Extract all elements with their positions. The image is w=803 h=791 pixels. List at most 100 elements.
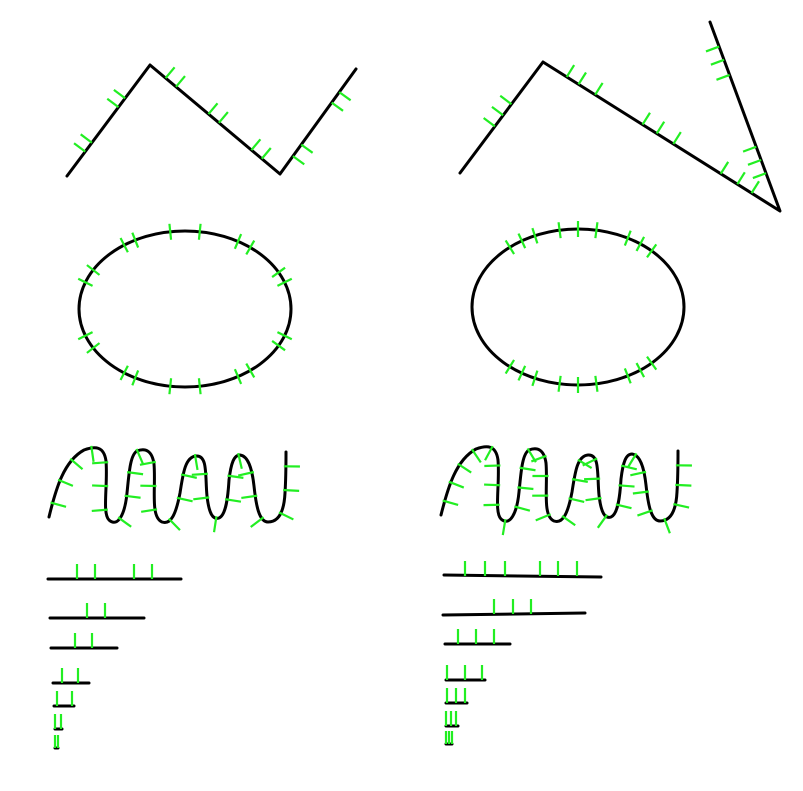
ellipse-right-tick-5	[517, 233, 527, 249]
spring-left-tick-1	[50, 501, 67, 508]
spring-right-tick-34	[673, 502, 690, 509]
ellipse-left-tick-14	[271, 340, 286, 352]
ellipse-right-tick-9	[646, 243, 658, 259]
ladder-right-rung-1	[442, 573, 603, 579]
ellipse-right-tick-13	[557, 375, 562, 392]
zigzag-left-seg2-tick-6	[260, 147, 272, 160]
zigzag-left-seg3-tick-1	[292, 155, 305, 166]
ellipse-right-tick-1	[557, 222, 562, 239]
ellipse-left-group	[77, 229, 293, 389]
spring-left-tick-29	[283, 488, 300, 492]
spring-left-tick-21	[212, 516, 218, 533]
spring-left-tick-24	[237, 452, 243, 470]
zigzag-left-seg1-tick-3	[106, 97, 120, 109]
ellipse-right-tick-17	[635, 362, 646, 378]
spring-left-tick-8	[117, 516, 132, 528]
spring-left-tick-15	[167, 517, 181, 531]
spring-left-tick-16	[176, 496, 193, 503]
spring-left-tick-23	[227, 474, 244, 479]
zigzag-right-seg3-tick-3	[742, 145, 757, 153]
ellipse-right-tick-6	[531, 227, 539, 244]
zigzag-right-seg3-tick-5	[710, 58, 725, 66]
zigzag-right-seg2-tick-8	[736, 171, 746, 185]
ellipse-right-tick-10	[504, 359, 516, 375]
zigzag-right-seg1-tick-3	[499, 94, 513, 106]
ellipse-left-tick-6	[245, 240, 256, 256]
spring-left-tick-5	[92, 461, 109, 465]
spring-right-tick-12	[519, 466, 536, 472]
zigzag-right-seg3-tick-2	[747, 158, 762, 166]
spring-right-tick-9	[501, 518, 507, 536]
ellipse-left-path	[77, 229, 293, 389]
spring-left-tick-22	[224, 498, 242, 503]
spring-right-tick-3	[457, 462, 472, 474]
spring-left-tick-11	[135, 448, 144, 465]
spring-left-tick-14	[141, 508, 158, 513]
zigzag-right-seg1-tick-2	[491, 106, 504, 117]
ellipse-left-tick-1	[168, 223, 173, 240]
spring-left-path	[47, 446, 288, 524]
spring-right-tick-2	[448, 480, 465, 489]
spring-right-tick-11	[517, 486, 534, 491]
spring-left-tick-28	[278, 511, 294, 521]
zigzag-left-seg1-tick-1	[73, 142, 86, 153]
ellipse-left-tick-3	[119, 237, 129, 253]
ellipse-right-tick-18	[646, 355, 658, 371]
ellipse-right-tick-7	[623, 230, 632, 246]
spring-right-tick-33	[663, 517, 671, 534]
spring-right-tick-20	[571, 478, 588, 484]
zigzag-right-seg2-tick-2	[577, 71, 587, 85]
ellipse-left-tick-2	[197, 223, 202, 240]
ellipse-left-tick-10	[276, 277, 293, 287]
spring-left-tick-26	[241, 494, 258, 500]
zigzag-left-path	[65, 63, 358, 178]
ellipse-left-tick-19	[197, 378, 202, 395]
spring-left-tick-27	[250, 516, 265, 528]
spring-left-tick-20	[193, 496, 210, 501]
ellipse-left-tick-17	[245, 362, 256, 378]
ellipse-right-tick-16	[623, 368, 632, 384]
spring-left-tick-18	[193, 453, 199, 471]
ellipse-right-tick-11	[517, 365, 527, 381]
spring-right-tick-18	[561, 515, 576, 527]
spring-right-tick-10	[514, 505, 531, 512]
spring-right-tick-26	[615, 503, 632, 510]
zigzag-right-seg2-tick-4	[641, 112, 651, 126]
zigzag-left-group	[65, 63, 358, 178]
zigzag-left-seg1-tick-2	[80, 133, 93, 144]
spring-left-tick-2	[57, 478, 74, 487]
zigzag-right-seg2-tick-9	[750, 180, 760, 194]
zigzag-left-seg2-tick-4	[218, 111, 229, 124]
ellipse-left-tick-11	[86, 342, 101, 354]
spring-right-tick-29	[627, 452, 638, 468]
spring-left-tick-9	[124, 494, 141, 499]
spring-right-tick-24	[585, 496, 602, 502]
ellipse-right-tick-15	[594, 375, 599, 392]
zigzag-right-seg3-tick-1	[752, 172, 767, 180]
ellipse-left-tick-8	[86, 264, 101, 276]
spring-right-tick-19	[568, 497, 585, 504]
spring-left-tick-6	[92, 484, 109, 488]
spring-left-tick-17	[180, 473, 198, 479]
ellipse-left-tick-13	[276, 331, 293, 341]
tick-marks-layer	[50, 45, 767, 748]
ellipse-right-tick-4	[504, 239, 516, 255]
zigzag-right-seg2-tick-1	[565, 64, 576, 78]
spring-right-tick-7	[484, 483, 501, 487]
spring-right-tick-31	[632, 490, 649, 495]
spring-right-tick-6	[484, 464, 501, 468]
zigzag-right-seg1-tick-1	[482, 117, 496, 128]
zigzag-right-seg3-tick-4	[716, 73, 730, 81]
spring-right-path	[439, 445, 680, 523]
spring-left-tick-3	[69, 457, 84, 470]
zigzag-left-seg2-tick-1	[164, 66, 176, 79]
zigzag-right-path	[458, 20, 782, 213]
spring-left-tick-4	[90, 445, 95, 462]
spring-right-tick-25	[596, 514, 609, 529]
zigzag-left-seg2-tick-2	[175, 75, 186, 88]
ellipse-right-tick-3	[594, 222, 599, 239]
spring-left-tick-19	[191, 472, 208, 476]
spring-right-tick-14	[530, 454, 547, 463]
